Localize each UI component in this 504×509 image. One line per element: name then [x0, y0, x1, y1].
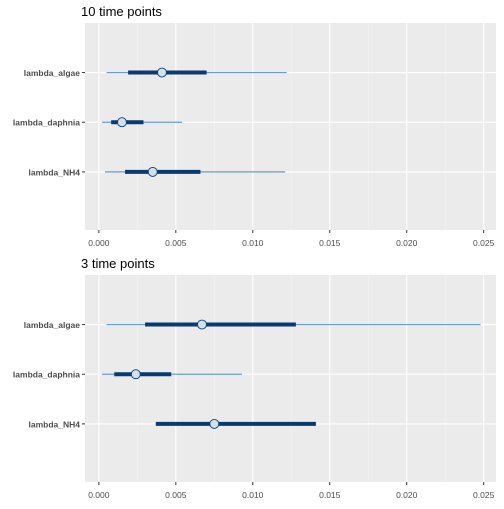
x-tick-label: 0.020 [396, 490, 418, 500]
x-tick-label: 0.005 [165, 238, 187, 248]
y-tick-label: lambda_algae [24, 68, 80, 78]
y-tick-label: lambda_daphnia [13, 370, 80, 380]
x-tick-label: 0.010 [242, 490, 264, 500]
x-tick-label: 0.000 [88, 238, 110, 248]
y-tick-label: lambda_algae [24, 320, 80, 330]
panel-title: 3 time points [81, 256, 155, 271]
y-tick-label: lambda_NH4 [29, 419, 81, 429]
panel-background [85, 275, 496, 482]
x-tick-label: 0.000 [88, 490, 110, 500]
y-tick-label: lambda_daphnia [13, 118, 80, 128]
panel-title: 10 time points [81, 4, 162, 19]
x-tick-label: 0.015 [319, 238, 341, 248]
x-tick-label: 0.025 [473, 238, 495, 248]
median-point [209, 418, 220, 429]
median-point [130, 369, 141, 380]
x-tick-label: 0.015 [319, 490, 341, 500]
x-tick-label: 0.020 [396, 238, 418, 248]
x-tick-label: 0.025 [473, 490, 495, 500]
median-point [197, 319, 207, 330]
x-tick-label: 0.005 [165, 490, 187, 500]
median-point [157, 67, 167, 78]
median-point [116, 117, 127, 128]
median-point [147, 166, 158, 177]
y-tick-label: lambda_NH4 [29, 167, 81, 177]
panel-background [85, 23, 496, 230]
x-tick-label: 0.010 [242, 238, 264, 248]
